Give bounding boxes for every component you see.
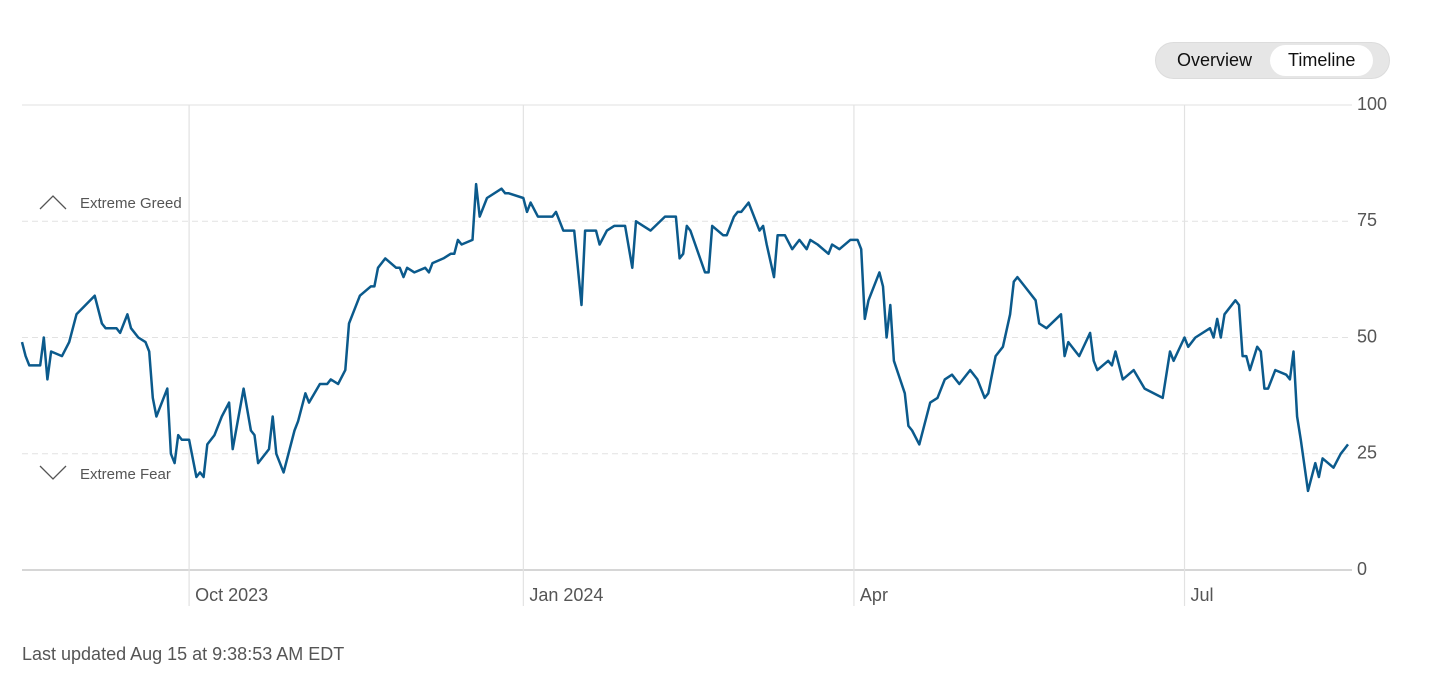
y-tick-label: 75 (1357, 210, 1377, 230)
y-tick-label: 0 (1357, 559, 1367, 579)
x-tick-label: Oct 2023 (195, 585, 268, 605)
chart: Extreme Greed Extreme Fear 0 25 50 75 100 Oct… (20, 94, 1387, 606)
annotation: Extreme Fear (80, 466, 171, 483)
toggle-option[interactable]: Overview (1159, 45, 1270, 76)
grid (22, 104, 1352, 606)
last-updated: Last updated Aug 15 at 9:38:53 AM EDT (22, 644, 345, 664)
y-tick-label: 100 (1357, 94, 1387, 114)
x-tick-label: Jan 2024 (529, 585, 603, 605)
greed-icon (39, 195, 67, 210)
x-tick-label: Apr (860, 585, 888, 605)
y-tick-label: 50 (1357, 326, 1377, 346)
fear-icon (39, 465, 67, 480)
y-tick-label: 25 (1357, 443, 1377, 463)
annotation: Extreme Greed (80, 195, 182, 212)
x-tick-label: Jul (1191, 585, 1214, 605)
data-line (20, 182, 1349, 493)
toggle-option[interactable]: Timeline (1270, 45, 1374, 76)
view-toggle: Overview Timeline (1155, 42, 1390, 79)
